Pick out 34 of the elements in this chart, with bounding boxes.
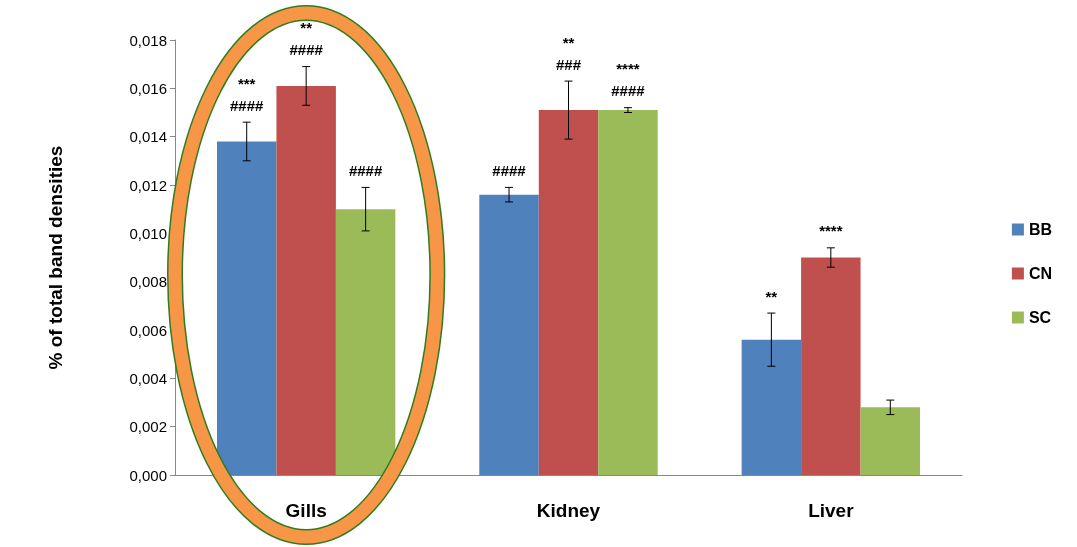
bar [860, 407, 921, 475]
bar [598, 110, 658, 475]
y-tick-label: 0,014 [129, 128, 167, 146]
bar [538, 110, 599, 475]
x-tick-label: Gills [285, 500, 327, 521]
bar [335, 209, 396, 475]
y-axis-title: % of total band densities [45, 145, 66, 370]
bar [216, 141, 277, 475]
y-tick-label: 0,008 [129, 273, 167, 291]
bar [801, 257, 861, 475]
data-label: *** #### [230, 74, 265, 114]
bar [479, 194, 539, 475]
y-tick-label: 0,018 [129, 31, 167, 49]
bar [276, 85, 336, 475]
y-tick-label: 0,000 [129, 466, 167, 484]
bar [741, 339, 802, 475]
y-tick-label: 0,016 [129, 79, 167, 97]
y-tick-label: 0,004 [129, 369, 167, 387]
data-label: ** [765, 287, 778, 305]
legend-label: SC [1028, 309, 1052, 326]
data-label: ** #### [289, 19, 324, 59]
x-tick-label: Kidney [536, 500, 601, 521]
data-label: **** #### [611, 60, 646, 100]
legend-label: BB [1028, 221, 1052, 238]
data-label: #### [348, 161, 383, 179]
y-tick-label: 0,012 [129, 176, 167, 194]
legend-label: CN [1028, 265, 1052, 282]
data-label: ** ### [555, 33, 582, 73]
data-label: #### [492, 161, 527, 179]
data-label: **** [819, 222, 843, 240]
x-tick-label: Liver [808, 500, 855, 521]
y-tick-label: 0,010 [129, 224, 167, 242]
y-tick-label: 0,006 [129, 321, 167, 339]
y-tick-label: 0,002 [129, 418, 167, 436]
